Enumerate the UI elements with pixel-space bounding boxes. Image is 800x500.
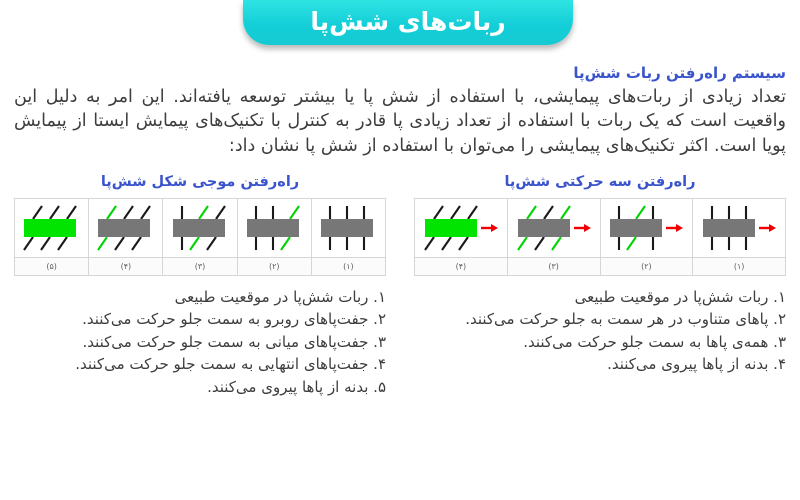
tripod-frame-3 xyxy=(506,197,601,258)
tripod-gait-title: راه‌رفتن سه حرکتی شش‌پا xyxy=(504,174,696,191)
tripod-frame-caption-2: (۲) xyxy=(599,256,694,276)
wave-frame-row xyxy=(13,197,387,258)
intro-paragraph: تعداد زیادی از ربات‌های پیمایشی، با استف… xyxy=(14,86,786,157)
wave-frame-caption-2: (۲) xyxy=(236,256,312,276)
wave-robot-diagram-3 xyxy=(163,199,236,257)
wave-robot-diagram-5 xyxy=(15,199,88,257)
tripod-step-item: ۱. ربات شش‌پا در موقعیت طبیعی xyxy=(574,287,786,306)
tripod-step-item: ۲. پاهای متناوب در هر سمت به جلو حرکت می… xyxy=(465,310,786,329)
tripod-frame-2 xyxy=(599,197,694,258)
tripod-robot-diagram-4 xyxy=(415,199,507,257)
wave-gait-filmstrip: (۱) (۲) (۳) (۴) (۵) xyxy=(13,197,387,276)
wave-frame-caption-5: (۵) xyxy=(13,256,90,276)
tripod-step-item: ۴. بدنه از پاها پیروی می‌کنند. xyxy=(607,355,786,374)
wave-frame-1 xyxy=(310,197,387,258)
tripod-frame-caption-1: (۱) xyxy=(692,256,786,276)
gait-columns: راه‌رفتن سه حرکتی شش‌پا (۱) (۲) (۳) (۴) ۱. … xyxy=(0,175,800,398)
wave-robot-diagram-1 xyxy=(312,199,385,257)
tripod-robot-diagram-1 xyxy=(693,199,785,257)
tripod-frame-4 xyxy=(414,197,508,258)
wave-gait-steps: ۱. ربات شش‌پا در موقعیت طبیعی ۲. جفت‌پاها… xyxy=(14,286,386,399)
tripod-frame-row xyxy=(414,197,786,258)
tripod-frame-caption-3: (۳) xyxy=(506,256,601,276)
wave-caption-row: (۱) (۲) (۳) (۴) (۵) xyxy=(13,256,387,276)
intro-heading: سیستم راه‌رفتن ربات شش‌پا xyxy=(573,64,786,82)
wave-frame-2 xyxy=(236,197,312,258)
wave-frame-caption-4: (۴) xyxy=(88,256,164,276)
tripod-robot-diagram-3 xyxy=(508,199,600,257)
tripod-frame-caption-4: (۴) xyxy=(414,256,508,276)
tripod-gait-column: راه‌رفتن سه حرکتی شش‌پا (۱) (۲) (۳) (۴) ۱. … xyxy=(400,175,800,398)
tripod-gait-filmstrip: (۱) (۲) (۳) (۴) xyxy=(414,197,786,276)
wave-frame-3 xyxy=(162,197,238,258)
tripod-gait-steps: ۱. ربات شش‌پا در موقعیت طبیعی ۲. پاهای مت… xyxy=(414,286,786,376)
tripod-caption-row: (۱) (۲) (۳) (۴) xyxy=(414,256,786,276)
wave-robot-diagram-2 xyxy=(238,199,311,257)
wave-step-item: ۴. جفت‌پاهای انتهایی به سمت جلو حرکت می‌… xyxy=(75,355,386,374)
wave-gait-title: راه‌رفتن موجی شکل شش‌پا xyxy=(100,174,300,191)
title-banner: ربات‌های شش‌پا xyxy=(243,0,573,45)
wave-frame-caption-1: (۱) xyxy=(310,256,387,276)
wave-frame-5 xyxy=(13,197,90,258)
wave-frame-caption-3: (۳) xyxy=(162,256,238,276)
wave-robot-diagram-4 xyxy=(89,199,162,257)
intro-section: سیستم راه‌رفتن ربات شش‌پا تعداد زیادی از… xyxy=(0,64,800,159)
wave-step-item: ۳. جفت‌پاهای میانی به سمت جلو حرکت می‌کن… xyxy=(82,332,386,351)
wave-gait-column: راه‌رفتن موجی شکل شش‌پا (۱) (۲) (۳) (۴) (۵) … xyxy=(0,175,400,398)
wave-step-item: ۱. ربات شش‌پا در موقعیت طبیعی xyxy=(174,287,386,306)
tripod-robot-diagram-2 xyxy=(601,199,693,257)
wave-frame-4 xyxy=(88,197,164,258)
title-banner-area: ربات‌های شش‌پا xyxy=(0,0,800,52)
wave-step-item: ۲. جفت‌پاهای روبرو به سمت جلو حرکت می‌کن… xyxy=(82,310,386,329)
tripod-frame-1 xyxy=(692,197,786,258)
wave-step-item: ۵. بدنه از پاها پیروی می‌کنند. xyxy=(207,377,386,396)
tripod-step-item: ۳. همه‌ی پاها به سمت جلو حرکت می‌کنند. xyxy=(523,332,786,351)
page-title: ربات‌های شش‌پا xyxy=(310,7,506,36)
